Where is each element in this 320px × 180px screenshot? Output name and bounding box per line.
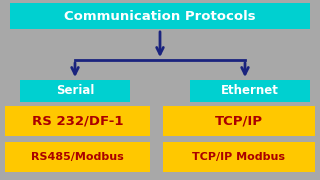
Text: RS 232/DF-1: RS 232/DF-1 xyxy=(32,114,123,127)
Text: RS485/Modbus: RS485/Modbus xyxy=(31,152,124,162)
FancyBboxPatch shape xyxy=(163,106,315,136)
FancyBboxPatch shape xyxy=(20,80,130,102)
Text: Serial: Serial xyxy=(56,84,94,98)
Text: Communication Protocols: Communication Protocols xyxy=(64,10,256,22)
Text: Ethernet: Ethernet xyxy=(221,84,279,98)
FancyBboxPatch shape xyxy=(190,80,310,102)
FancyBboxPatch shape xyxy=(163,142,315,172)
Text: TCP/IP: TCP/IP xyxy=(215,114,263,127)
FancyBboxPatch shape xyxy=(10,3,310,29)
Text: TCP/IP Modbus: TCP/IP Modbus xyxy=(193,152,285,162)
FancyBboxPatch shape xyxy=(5,142,150,172)
FancyBboxPatch shape xyxy=(5,106,150,136)
